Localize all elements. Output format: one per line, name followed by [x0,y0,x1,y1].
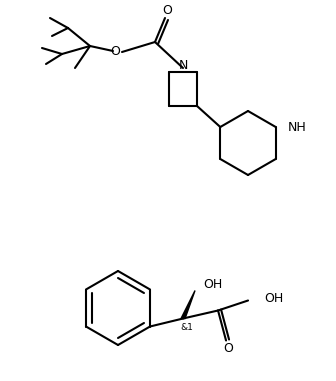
Text: O: O [223,342,233,355]
Text: O: O [162,3,172,16]
Text: OH: OH [264,292,283,305]
Polygon shape [181,290,195,319]
Text: O: O [110,45,120,58]
Text: &1: &1 [181,323,194,332]
Text: NH: NH [288,120,306,133]
Text: OH: OH [203,278,222,291]
Text: N: N [178,59,188,72]
